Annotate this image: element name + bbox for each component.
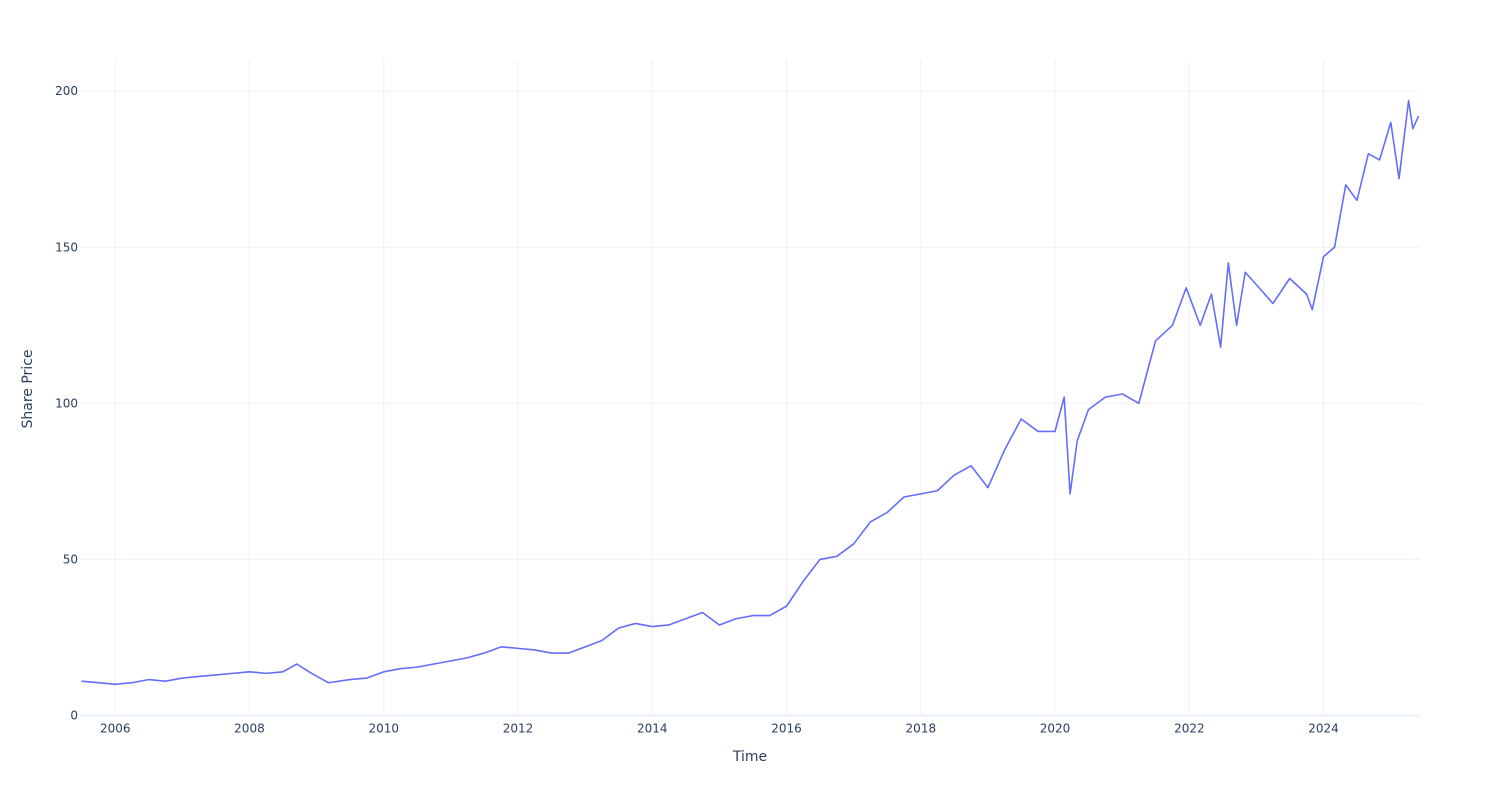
series-layer — [81, 99, 1420, 686]
y-axis-tick-labels: 0 50 100 150 200 — [55, 84, 78, 722]
x-tick-label: 2010 — [369, 722, 400, 736]
share-price-line — [81, 99, 1420, 686]
x-tick-label: 2022 — [1174, 722, 1205, 736]
y-tick-label: 150 — [55, 240, 78, 254]
x-tick-label: 2008 — [234, 722, 265, 736]
x-axis-title: Time — [732, 749, 767, 765]
y-tick-label: 0 — [70, 709, 78, 723]
gridlines — [80, 60, 1420, 716]
x-tick-label: 2020 — [1040, 722, 1071, 736]
y-tick-label: 50 — [63, 552, 78, 566]
x-tick-label: 2006 — [100, 722, 131, 736]
x-axis-tick-labels: 2006 2008 2010 2012 2014 2016 2018 2020 2022 2024 — [100, 722, 1339, 736]
y-tick-label: 200 — [55, 84, 78, 98]
y-tick-label: 100 — [55, 396, 78, 410]
x-tick-label: 2016 — [771, 722, 802, 736]
x-tick-label: 2024 — [1308, 722, 1339, 736]
x-tick-label: 2018 — [906, 722, 937, 736]
x-tick-label: 2012 — [503, 722, 534, 736]
x-tick-label: 2014 — [637, 722, 668, 736]
y-axis-title: Share Price — [20, 349, 36, 428]
